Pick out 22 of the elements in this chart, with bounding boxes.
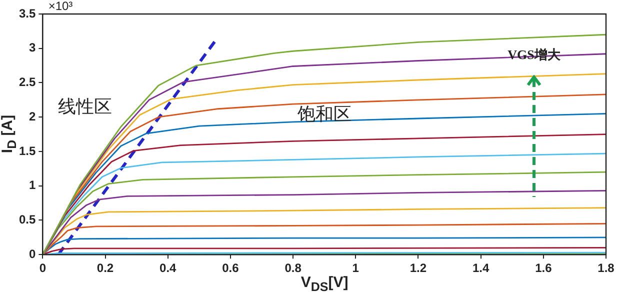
text: ×10³ [48, 0, 73, 14]
y-tick-label: 0 [28, 246, 36, 261]
x-axis-title: V$_{DS}$[V] [300, 274, 348, 294]
x-tick-label: 1.2 [410, 261, 427, 276]
x-tick-label: 0.4 [160, 261, 177, 276]
x-tick-label: 1.6 [535, 261, 552, 276]
x-tick-label: 0.2 [96, 261, 114, 276]
y-tick-label: 0.5 [18, 212, 36, 227]
y-tick-label: 2.5 [18, 75, 36, 90]
x-tick-label: 0.8 [284, 261, 302, 276]
x-tick-label: 1.8 [598, 261, 615, 276]
x-tick-label: 0.6 [222, 261, 240, 276]
y-tick-label: 3.5 [18, 6, 36, 20]
annotation: 线性区 [58, 96, 112, 117]
y-tick-label: 1.5 [18, 144, 36, 158]
x-tick-label: 1.4 [472, 261, 490, 276]
y-tick-label: 3 [28, 40, 36, 55]
y-tick-label: 1 [28, 178, 36, 192]
y-tick-label: 2 [28, 109, 36, 124]
x-tick-label: 1 [352, 261, 360, 276]
annotation: 饱和区 [296, 104, 352, 124]
x-tick-label: 0 [39, 261, 46, 276]
